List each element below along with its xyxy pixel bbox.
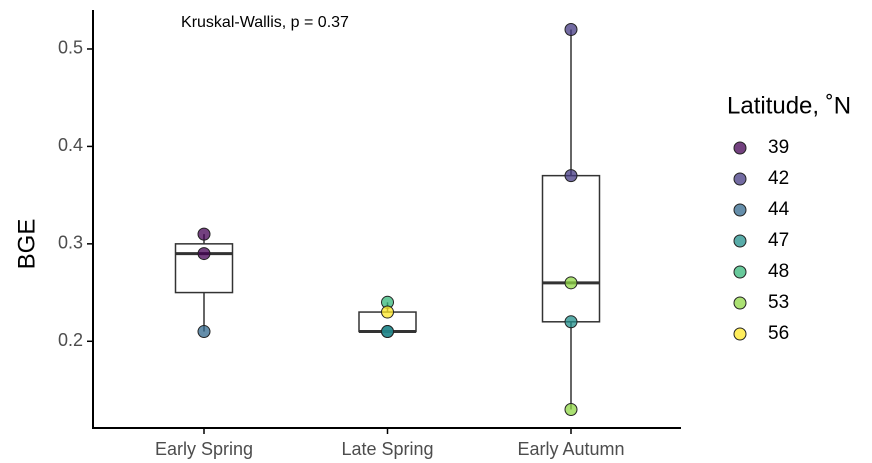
legend-marker	[733, 234, 747, 248]
x-tick-label: Early Autumn	[517, 439, 624, 459]
point	[381, 305, 394, 319]
legend-marker	[733, 172, 747, 186]
point	[564, 22, 578, 36]
legend-label: 53	[768, 292, 789, 313]
legend-label: 48	[768, 261, 789, 282]
legend-label: 44	[768, 199, 790, 220]
annotation: Kruskal-Wallis, p = 0.37	[181, 14, 349, 31]
y-tick-label: 0.5	[58, 38, 83, 58]
y-tick-label: 0.4	[58, 135, 83, 155]
y-tick-label: 0.3	[58, 233, 83, 253]
legend-label: 47	[768, 230, 789, 251]
point	[197, 227, 211, 241]
legend-title: Latitude, ˚N	[727, 92, 851, 119]
legend-label: 56	[768, 323, 789, 344]
y-axis-label: BGE	[13, 219, 40, 270]
legend-marker	[733, 141, 747, 155]
legend-label: 39	[768, 137, 789, 158]
legend-label: 42	[768, 168, 789, 189]
point	[197, 247, 211, 261]
x-tick-label: Early Spring	[155, 439, 253, 459]
legend-marker	[733, 296, 747, 310]
x-tick-label: Late Spring	[341, 439, 433, 459]
legend-marker	[733, 327, 747, 341]
legend-marker	[733, 265, 747, 279]
point	[381, 325, 394, 339]
y-tick-label: 0.2	[58, 330, 83, 350]
point	[564, 169, 578, 183]
box	[541, 174, 601, 323]
legend-marker	[733, 203, 747, 217]
point	[197, 325, 211, 339]
point	[564, 402, 578, 416]
point	[564, 276, 578, 290]
point	[564, 315, 578, 329]
